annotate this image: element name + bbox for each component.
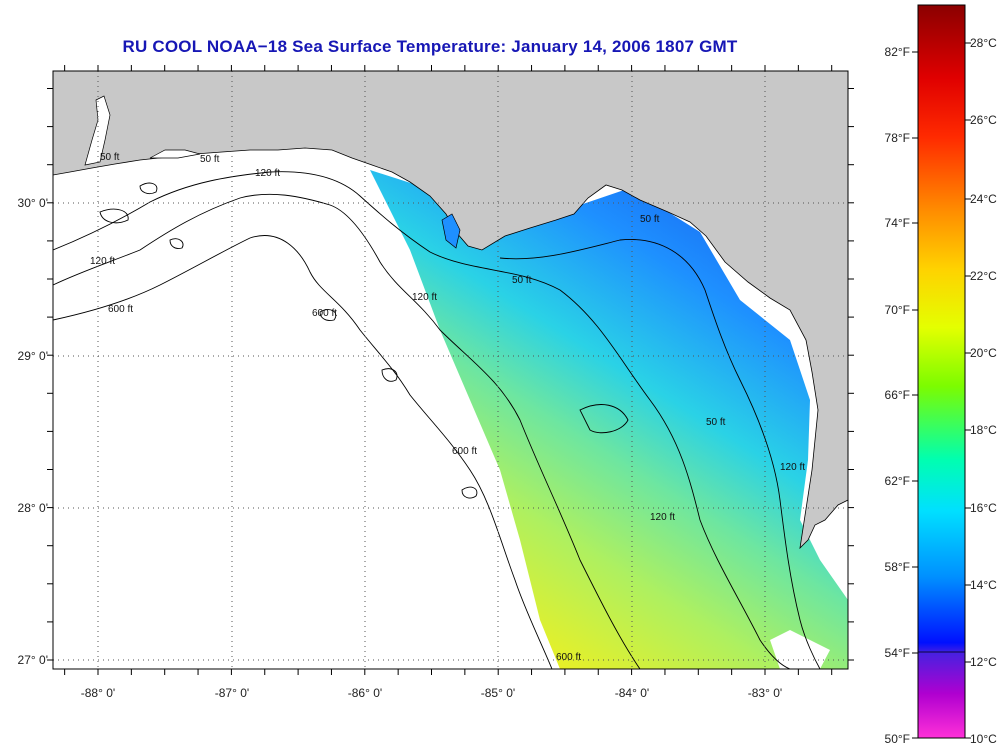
lon-tick-label: -84° 0' xyxy=(615,686,649,700)
contour-label: 120 ft xyxy=(780,462,805,473)
contour-label: 600 ft xyxy=(108,304,133,315)
contour-label: 120 ft xyxy=(90,256,115,267)
sst-swath xyxy=(370,170,848,669)
colorbar-c-label: 22°C xyxy=(970,269,997,283)
colorbar-c-label: 26°C xyxy=(970,113,997,127)
bay xyxy=(149,149,201,159)
lon-tick-label: -86° 0' xyxy=(348,686,382,700)
lon-tick-label: -87° 0' xyxy=(215,686,249,700)
contour-label: 120 ft xyxy=(255,168,280,179)
colorbar-c-label: 12°C xyxy=(970,655,997,669)
colorbar-f-label: 62°F xyxy=(885,474,910,488)
lat-tick-label: 27° 0' xyxy=(18,653,48,667)
frame-ticks xyxy=(47,65,854,675)
lat-tick-label: 28° 0' xyxy=(18,501,48,515)
colorbar-f-label: 82°F xyxy=(885,45,910,59)
lon-tick-label: -85° 0' xyxy=(481,686,515,700)
contour-label: 600 ft xyxy=(452,446,477,457)
colorbar-f-label: 78°F xyxy=(885,131,910,145)
bay xyxy=(84,95,111,166)
contour-label: 50 ft xyxy=(100,152,120,163)
colorbar-f-label: 66°F xyxy=(885,388,910,402)
colorbar-c-label: 20°C xyxy=(970,346,997,360)
colorbar xyxy=(917,4,966,739)
colorbar-c-label: 18°C xyxy=(970,423,997,437)
colorbar-c-label: 14°C xyxy=(970,578,997,592)
land xyxy=(53,71,848,550)
lon-tick-label: -83° 0' xyxy=(748,686,782,700)
contour-label: 50 ft xyxy=(200,154,220,165)
lat-tick-label: 29° 0' xyxy=(18,349,48,363)
colorbar-c-label: 16°C xyxy=(970,501,997,515)
colorbar-f-label: 58°F xyxy=(885,560,910,574)
bay xyxy=(441,213,461,249)
colorbar-ticks xyxy=(912,42,971,739)
colorbar-f-label: 54°F xyxy=(885,646,910,660)
contour-label: 50 ft xyxy=(640,214,660,225)
colorbar-c-label: 28°C xyxy=(970,36,997,50)
lat-tick-label: 30° 0' xyxy=(18,196,48,210)
colorbar-c-label: 24°C xyxy=(970,192,997,206)
contour-label: 120 ft xyxy=(412,292,437,303)
colorbar-f-label: 50°F xyxy=(885,732,910,746)
contour-label: 600 ft xyxy=(556,652,581,663)
contour-label: 50 ft xyxy=(512,275,532,286)
contour-label: 600 ft xyxy=(312,308,337,319)
colorbar-f-label: 70°F xyxy=(885,303,910,317)
contour-label: 120 ft xyxy=(650,512,675,523)
map-title: RU COOL NOAA−18 Sea Surface Temperature:… xyxy=(122,37,738,56)
bathymetry-contours xyxy=(53,171,821,669)
colorbar-f-label: 74°F xyxy=(885,216,910,230)
contour-label: 50 ft xyxy=(706,417,726,428)
lon-tick-label: -88° 0' xyxy=(81,686,115,700)
colorbar-c-label: 10°C xyxy=(970,732,997,746)
